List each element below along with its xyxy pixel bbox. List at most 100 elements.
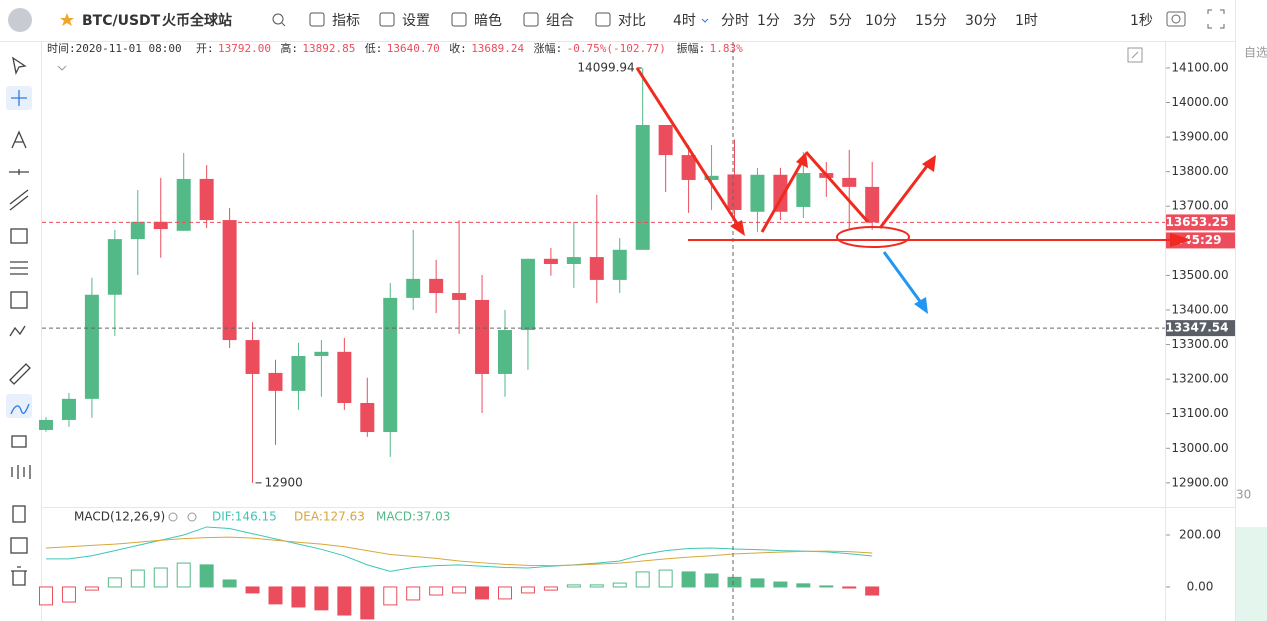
interval-button[interactable]: 30分: [965, 13, 997, 29]
low-label: 12900: [265, 475, 303, 489]
macd-bar: [245, 586, 260, 594]
drawn-ellipse: [836, 226, 910, 248]
crosshair-tool[interactable]: [11, 90, 27, 106]
bookmark-tool[interactable]: [12, 505, 26, 523]
interval-button[interactable]: 1时: [1015, 13, 1038, 29]
sidebar-number: 30: [1236, 488, 1251, 502]
y-tick-label: 14100.00: [1171, 60, 1228, 74]
macd-bar: [773, 581, 788, 588]
interval-button[interactable]: 1分: [757, 13, 780, 29]
visibility-icon[interactable]: [187, 512, 197, 522]
macd-bar: [727, 576, 742, 588]
candle-body: [61, 398, 76, 420]
rect-tool[interactable]: [10, 228, 28, 244]
y-tick-label: 13200.00: [1171, 372, 1228, 386]
candle-body: [337, 351, 352, 403]
macd-bar: [819, 585, 834, 588]
expand-icon[interactable]: [1127, 47, 1143, 63]
brush-tool[interactable]: [10, 403, 30, 415]
candle-body: [612, 249, 627, 280]
cursor-tool[interactable]: [12, 56, 27, 75]
candle-body: [658, 124, 673, 156]
macd-bar: [589, 584, 604, 588]
candle-body: [130, 221, 145, 240]
y-tick-label: 13400.00: [1171, 302, 1228, 316]
star-icon[interactable]: [60, 13, 74, 26]
interval-button[interactable]: 10分: [865, 13, 897, 29]
toolbar-icon[interactable]: [523, 12, 539, 27]
fib-tool[interactable]: [10, 261, 28, 275]
y-tick-label: 12900.00: [1171, 475, 1228, 489]
arrowhead: [730, 220, 745, 236]
candle-body: [865, 186, 880, 223]
toolbar-button[interactable]: 设置: [402, 13, 430, 29]
marker-box: [1166, 320, 1235, 337]
legend-entry: DIF:146.15: [212, 510, 277, 524]
toolbar-icon[interactable]: [379, 12, 395, 27]
camera-icon[interactable]: [1166, 11, 1186, 27]
interval-button[interactable]: 15分: [915, 13, 947, 29]
candle-body: [773, 174, 788, 212]
marker-label: 13347.54: [1165, 321, 1228, 335]
candle-body: [222, 220, 237, 341]
toolbar-buttons: 指标 设置 暗色 组合 对比 4时 分时 1分 3分 5分 10分 15分 30分 1时 1秒: [309, 12, 1153, 29]
macd-bar: [107, 577, 122, 588]
toolbar-icon[interactable]: [451, 12, 467, 27]
interval-button[interactable]: 分时: [721, 13, 749, 29]
lock-tool[interactable]: [11, 435, 27, 448]
high-label: 14099.94: [577, 60, 634, 74]
y-tick-label: 13500.00: [1171, 268, 1228, 282]
candle-body: [245, 340, 260, 374]
y-tick-label: 13800.00: [1171, 164, 1228, 178]
toolbar-button[interactable]: 对比: [618, 13, 646, 29]
wave-tool[interactable]: [9, 325, 26, 337]
interval-button[interactable]: 3分: [793, 13, 816, 29]
candle-body: [107, 239, 122, 295]
candle-body: [750, 174, 765, 212]
candle-body: [291, 355, 306, 391]
search-icon[interactable]: [272, 13, 284, 25]
candle-body: [498, 330, 512, 374]
hide-tool[interactable]: [11, 465, 31, 479]
macd-bar: [566, 584, 581, 588]
toolbar-button[interactable]: 暗色: [474, 12, 502, 29]
fullscreen-icon[interactable]: [1207, 9, 1225, 29]
interval-button[interactable]: 4时: [673, 13, 696, 29]
y-tick-label: 13300.00: [1171, 337, 1228, 351]
camera-icon: [1171, 14, 1181, 24]
plot: 12900.00 13000.00 13100.00 13200.00 13300.00…: [39, 60, 1235, 620]
settings-icon[interactable]: [168, 512, 178, 522]
speed-button[interactable]: 1秒: [1130, 13, 1153, 29]
macd-bar: [475, 586, 490, 600]
macd-bar: [750, 578, 765, 588]
toolbar-icon[interactable]: [309, 12, 325, 27]
info-time: 时间:2020-11-01 08:00: [47, 42, 182, 55]
macd-bar: [61, 586, 76, 603]
toolbar-button[interactable]: 组合: [546, 13, 574, 29]
delete-tool[interactable]: [11, 566, 27, 586]
arrowhead: [796, 152, 808, 168]
text-tool[interactable]: [11, 130, 27, 149]
drawn-line: [804, 151, 870, 223]
macd-bar: [176, 562, 191, 588]
edit-tool[interactable]: [10, 537, 28, 554]
interval-button[interactable]: 5分: [829, 13, 852, 29]
toolbar-icon[interactable]: [595, 12, 611, 27]
toolbar-button[interactable]: 指标: [332, 13, 360, 29]
candle-body: [475, 299, 490, 374]
macd-bar: [796, 583, 811, 588]
info-items: 开: 13792.00 高: 13892.85 低: 13640.70 收: 13689.24…: [196, 41, 743, 55]
last-price-label: 13653.25: [1165, 215, 1228, 229]
collapse-icon[interactable]: [57, 65, 67, 71]
macd-bar: [84, 586, 99, 591]
channel-tool[interactable]: [9, 189, 29, 211]
pattern-tool[interactable]: [10, 291, 28, 309]
ruler-tool[interactable]: [9, 363, 31, 385]
candle-body: [314, 351, 329, 356]
macd-title: MACD(12,26,9): [74, 510, 165, 524]
line-tool[interactable]: [9, 169, 29, 175]
macd-bar: [291, 586, 306, 608]
search-icon: [281, 22, 286, 27]
info-label: 开:: [196, 42, 214, 55]
macd-bar: [360, 586, 375, 620]
